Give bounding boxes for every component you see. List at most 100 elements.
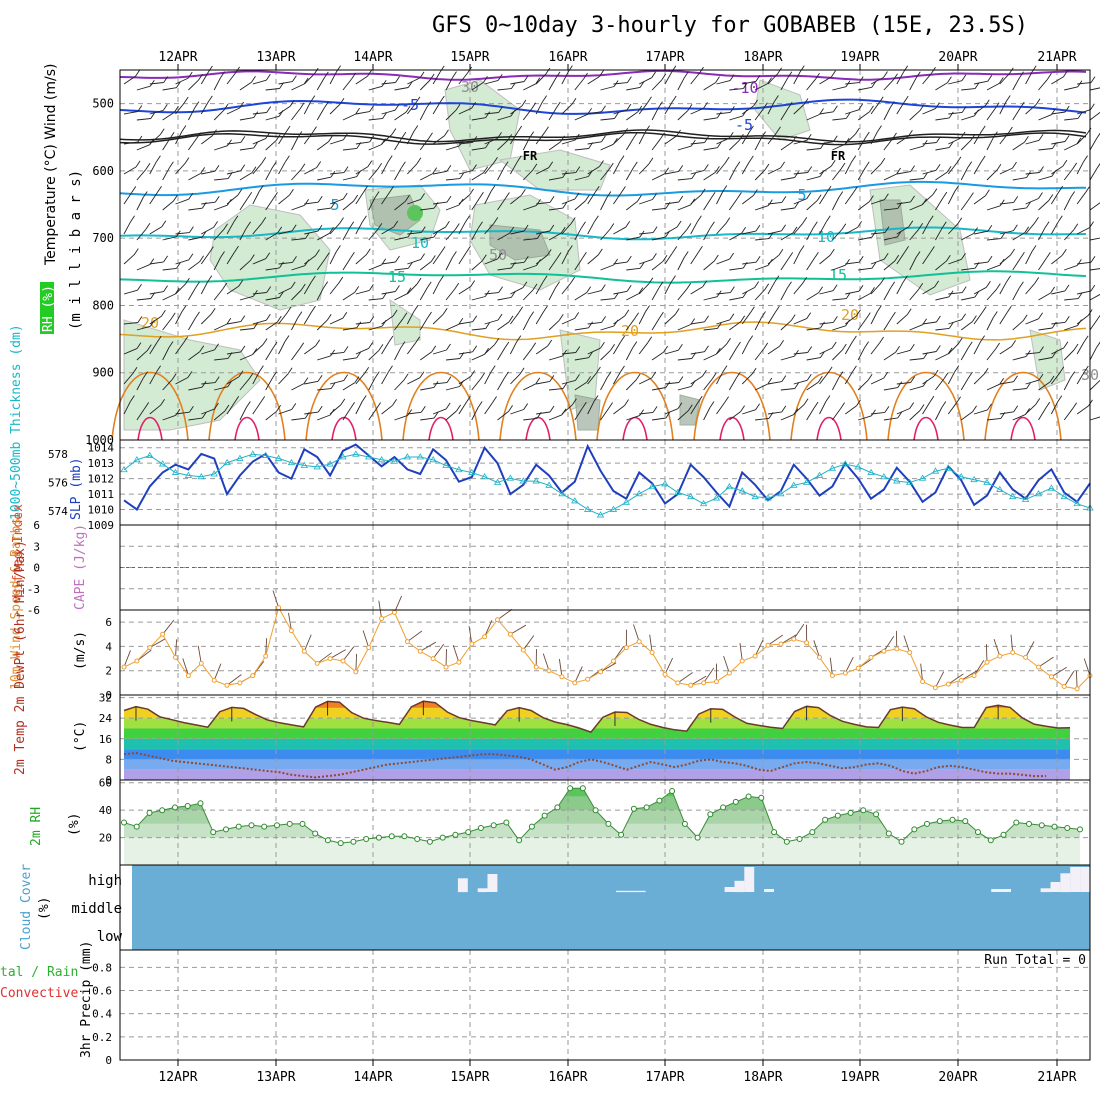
wind-barb-flag	[1039, 346, 1044, 353]
wind-barb	[291, 417, 306, 421]
wind-barb	[381, 404, 393, 415]
wind-barb	[729, 115, 743, 121]
wind10-point	[520, 647, 526, 653]
wind-barb	[136, 118, 151, 121]
wind-barb-flag	[880, 157, 886, 165]
wind-barb	[793, 318, 807, 325]
rh-point	[669, 788, 676, 794]
wind-barb-flag	[555, 101, 561, 109]
wind-barb-flag	[858, 76, 864, 83]
wind-barb-flag	[779, 339, 784, 347]
wind-barb	[832, 408, 841, 421]
wind-barb-flag	[735, 161, 741, 168]
wind-barb	[626, 111, 639, 121]
wind-barb	[806, 327, 821, 331]
rh-point	[1000, 831, 1007, 838]
wind-barb-flag	[1038, 134, 1044, 141]
wind-barb	[664, 135, 677, 145]
wind-barb-flag	[251, 166, 257, 174]
wind-barb	[1025, 71, 1033, 85]
wind-barb-flag	[1038, 192, 1043, 199]
wind-barb	[960, 139, 972, 151]
wind-barb	[1038, 258, 1047, 271]
wind-barb	[548, 141, 561, 151]
wind-barb-flag	[505, 192, 510, 199]
wind-barb	[278, 287, 292, 295]
wind-barb	[1050, 191, 1060, 205]
wind-barb	[149, 315, 162, 325]
wind-barb	[188, 261, 200, 271]
wind-barb-flag	[956, 396, 961, 403]
wind-barb-flag	[354, 376, 360, 383]
wind-barb	[330, 172, 345, 175]
wind-barb-flag	[794, 201, 800, 209]
wind10-point	[1010, 650, 1016, 655]
wind-barb	[175, 283, 186, 295]
wind-barb	[729, 139, 740, 151]
thickness-point	[764, 494, 772, 501]
wind-barb-flag	[818, 286, 823, 294]
wind-barb	[291, 204, 305, 211]
cloud-unit: (%)	[37, 897, 52, 920]
wind-barb	[1076, 192, 1086, 205]
high-cloud-bar	[477, 888, 488, 893]
wind-barb-flag	[904, 246, 909, 253]
thickness-point	[158, 460, 167, 467]
thickness-point	[455, 465, 463, 473]
wind-barb-flag	[279, 261, 284, 269]
wind-barb	[587, 221, 595, 235]
wind-barb-flag	[792, 226, 798, 234]
wind-barb	[561, 251, 569, 265]
contour-label: -5	[735, 116, 753, 134]
wind-barb-flag	[286, 306, 292, 314]
wind-barb	[716, 402, 725, 415]
wind10-point	[623, 645, 629, 651]
wind-barb-flag	[485, 141, 490, 149]
thickness-point	[377, 456, 386, 463]
wind-barb	[291, 137, 299, 151]
wind-barb-flag	[829, 248, 835, 256]
rh-tick: 20	[99, 832, 112, 845]
wind-barb-flag	[549, 405, 555, 413]
thickness-point	[403, 453, 412, 460]
thickness-point	[468, 468, 476, 475]
wind10-point	[147, 645, 153, 651]
wind-barb	[819, 321, 834, 325]
wind-tick: 2	[105, 665, 112, 678]
wind-barb	[574, 113, 588, 121]
wind-barb	[1025, 139, 1040, 145]
wind-barb-flag	[497, 313, 503, 321]
wind-barb	[201, 135, 213, 145]
wind-barb-flag	[777, 67, 782, 75]
wind-barb-flag	[954, 185, 960, 192]
wind-barb-flag	[149, 79, 155, 87]
wind-barb-flag	[794, 382, 800, 389]
wind-barb	[832, 168, 842, 181]
wind-barb	[458, 321, 473, 325]
wind-barb	[188, 207, 203, 211]
wind-barb-flag	[1059, 366, 1065, 374]
wind-barb-flag	[458, 318, 464, 325]
wind-barb	[317, 207, 332, 211]
wind-barb	[329, 139, 344, 145]
wind-barb-flag	[223, 103, 229, 111]
thickness-point	[609, 505, 618, 512]
wind-barb	[754, 348, 765, 361]
temp-band	[124, 769, 1070, 780]
wind-barb	[896, 281, 904, 295]
wind-barb	[1051, 347, 1065, 355]
wind-barb-flag	[273, 192, 278, 199]
date-label-top: 18APR	[743, 50, 782, 65]
wind-barb-flag	[806, 312, 812, 319]
wind-barb	[935, 82, 948, 91]
wind-barb-flag	[446, 343, 451, 351]
wind-barb-flag	[395, 285, 400, 292]
wind-barb	[213, 288, 224, 301]
wind-barb	[381, 161, 389, 175]
wind-barb	[1012, 77, 1020, 91]
wind-barb	[432, 135, 445, 145]
wind-barb	[896, 252, 905, 265]
wind-barb-flag	[1031, 65, 1037, 72]
wind-barb	[510, 312, 520, 325]
wind-barb	[574, 227, 582, 241]
